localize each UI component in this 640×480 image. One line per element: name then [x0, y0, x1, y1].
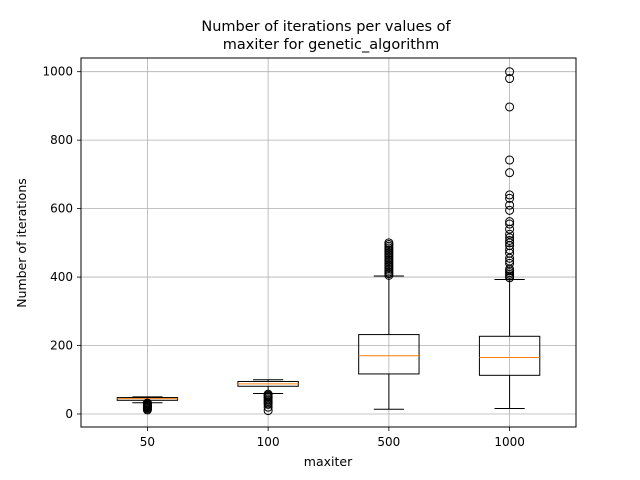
grid — [81, 58, 576, 427]
outlier-point — [142, 398, 152, 408]
outlier-point — [505, 235, 515, 245]
y-tick-label: 800 — [50, 133, 73, 147]
outlier-point — [505, 190, 515, 200]
y-tick-label: 200 — [50, 339, 73, 353]
box-group-100 — [237, 379, 299, 416]
box-group-1000 — [478, 67, 541, 410]
outlier-point — [505, 253, 515, 263]
outlier-point — [263, 389, 273, 399]
box-iqr — [478, 335, 541, 376]
outlier-point — [505, 67, 515, 77]
x-axis: 50 100 500 1000 — [140, 427, 525, 449]
y-tick-label: 0 — [65, 407, 73, 421]
chart-title-line-1: Number of iterations per values of — [201, 19, 451, 35]
outlier-point — [505, 233, 515, 243]
outlier-point — [505, 219, 515, 229]
outlier-point — [505, 168, 515, 178]
outlier-point — [505, 193, 515, 203]
box-iqr — [358, 334, 420, 375]
boxes — [116, 67, 541, 416]
outlier-point — [505, 258, 515, 268]
outlier-point — [505, 200, 515, 210]
y-tick-label: 1000 — [42, 65, 73, 79]
x-tick-label: 50 — [140, 435, 155, 449]
outlier-point — [505, 229, 515, 239]
x-axis-label: maxiter — [304, 454, 353, 469]
box-group-50 — [116, 396, 179, 415]
outlier-point — [505, 102, 515, 112]
outlier-point — [505, 245, 515, 255]
outlier-point — [505, 155, 515, 165]
x-tick-label: 100 — [257, 435, 280, 449]
outlier-point — [505, 205, 515, 215]
y-tick-label: 600 — [50, 202, 73, 216]
outlier-point — [505, 217, 515, 227]
box-group-500 — [358, 238, 420, 410]
y-axis-label: Number of iterations — [14, 178, 29, 308]
x-tick-label: 1000 — [494, 435, 525, 449]
y-axis: 0 200 400 600 800 1000 — [42, 65, 81, 421]
x-tick-label: 500 — [377, 435, 400, 449]
chart-title-line-2: maxiter for genetic_algorithm — [223, 37, 440, 53]
outlier-point — [384, 238, 394, 248]
outlier-point — [505, 74, 515, 84]
plot-frame — [80, 57, 577, 428]
outlier-point — [505, 238, 515, 248]
y-tick-label: 400 — [50, 270, 73, 284]
